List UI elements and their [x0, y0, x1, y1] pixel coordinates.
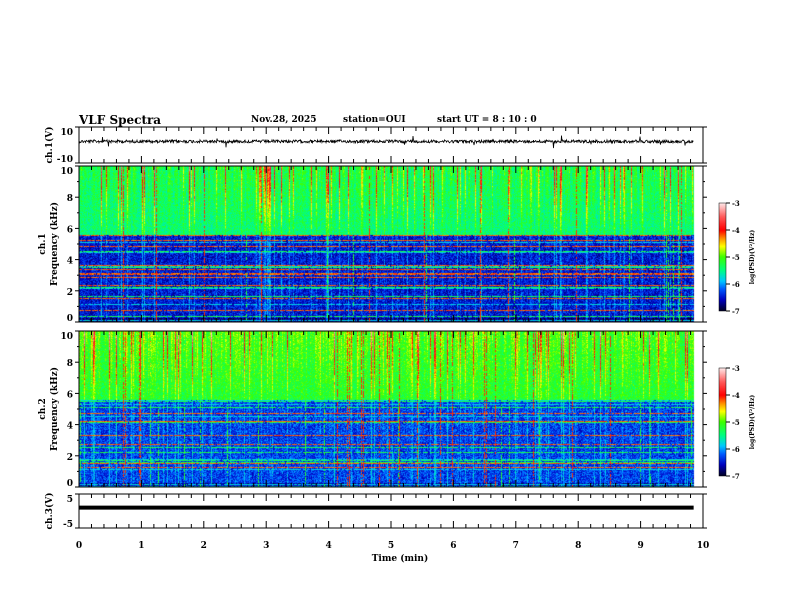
x-tick-label: 2 — [201, 541, 207, 551]
ch1-waveform — [78, 135, 694, 149]
colorbar-tick-label: -7 — [732, 307, 740, 316]
y-tick-label: 4 — [67, 422, 73, 432]
y-tick-label: 10 — [60, 167, 73, 177]
y-tick-label: 5 — [67, 495, 73, 505]
y-tick-label: 6 — [67, 390, 73, 400]
y-axis-label: ch.1(V) — [44, 127, 55, 164]
colorbar-tick-label: -5 — [732, 418, 740, 427]
colorbar-label: log(PSD)(V²/Hz) — [749, 230, 756, 285]
panel-channel-label: ch.1 — [38, 233, 48, 254]
y-tick-label: -5 — [63, 520, 73, 530]
y-axis-label: Frequency (kHz) — [49, 202, 60, 286]
spectrogram-ch2 — [79, 331, 703, 487]
y-axis-label: ch.3(V) — [44, 493, 55, 530]
colorbar-tick-label: -6 — [732, 280, 740, 289]
x-axis-label: Time (min) — [372, 553, 429, 564]
x-tick-label: 8 — [575, 541, 581, 551]
colorbar-tick-label: -4 — [732, 391, 740, 400]
x-tick-label: 10 — [697, 541, 710, 551]
colorbar-tick-label: -5 — [732, 253, 740, 262]
x-tick-label: 4 — [325, 541, 331, 551]
colorbar-ch1 — [719, 203, 726, 311]
colorbar-frame — [718, 367, 727, 477]
y-axis-label: Frequency (kHz) — [49, 367, 60, 451]
y-tick-label: 0 — [67, 314, 73, 324]
colorbar-frame — [718, 202, 727, 312]
y-tick-label: 2 — [67, 453, 73, 463]
station-label: station=OUI — [343, 115, 406, 125]
y-tick-label: 8 — [67, 194, 73, 204]
y-tick-label: 4 — [67, 257, 73, 267]
colorbar-tick-label: -3 — [732, 364, 740, 373]
y-tick-label: 6 — [67, 225, 73, 235]
y-tick-label: 2 — [67, 288, 73, 298]
date-label: Nov.28, 2025 — [251, 115, 317, 125]
x-tick-label: 9 — [637, 541, 643, 551]
spectrogram-ch1 — [79, 166, 703, 322]
colorbar-tick-label: -3 — [732, 199, 740, 208]
x-tick-label: 1 — [138, 541, 144, 551]
colorbar-ch2 — [719, 368, 726, 476]
colorbar-label: log(PSD)(V²/Hz) — [749, 395, 756, 450]
x-tick-label: 3 — [263, 541, 269, 551]
panel-frame — [78, 165, 704, 323]
y-tick-label: 10 — [60, 332, 73, 342]
x-tick-label: 6 — [450, 541, 456, 551]
x-tick-label: 7 — [513, 541, 519, 551]
y-tick-label: 0 — [67, 479, 73, 489]
colorbar-tick-label: -7 — [732, 472, 740, 481]
colorbar-tick-label: -4 — [732, 226, 740, 235]
start-time-label: start UT = 8 : 10 : 0 — [437, 115, 537, 125]
y-tick-label: -10 — [57, 155, 73, 165]
x-tick-label: 5 — [388, 541, 394, 551]
y-tick-label: 8 — [67, 359, 73, 369]
panel-frame — [78, 330, 704, 488]
x-tick-label: 0 — [76, 541, 82, 551]
chart-title: VLF Spectra — [79, 113, 162, 127]
panel-channel-label: ch.2 — [38, 398, 48, 419]
y-tick-label: 10 — [60, 128, 73, 138]
colorbar-tick-label: -6 — [732, 445, 740, 454]
